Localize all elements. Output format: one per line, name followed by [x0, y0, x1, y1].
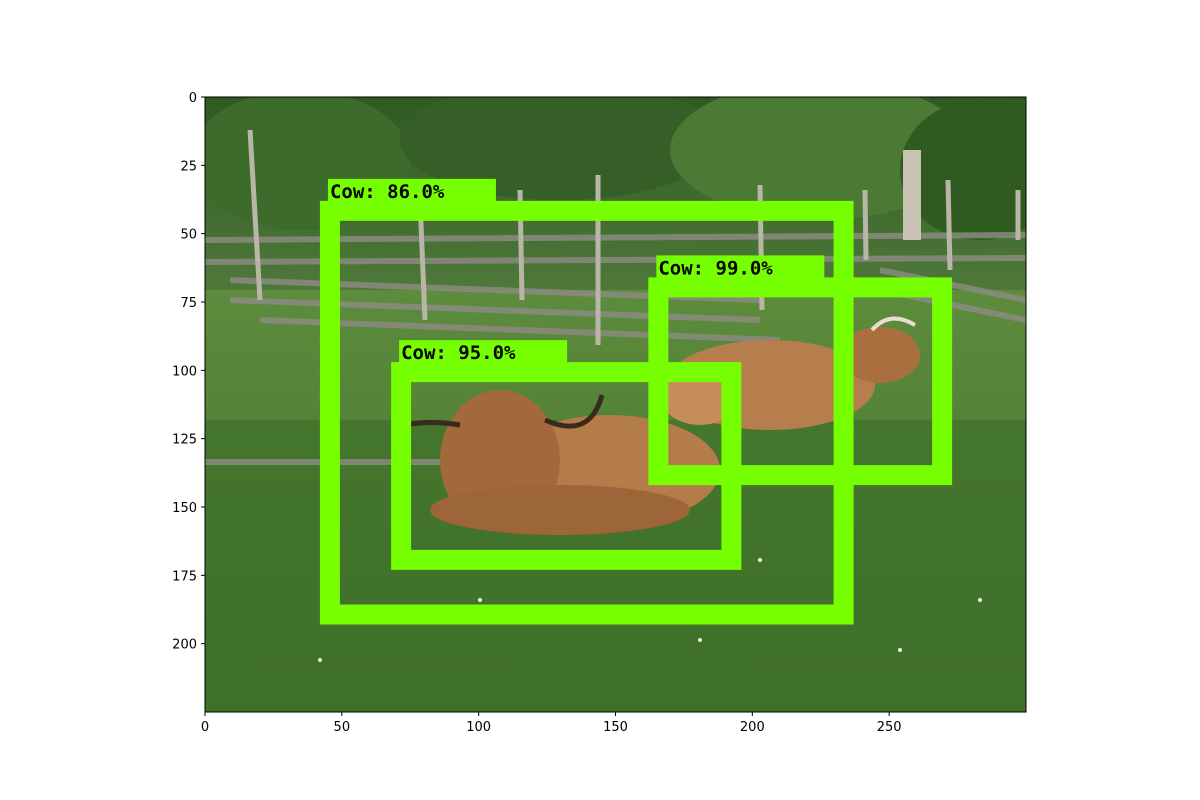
- x-tick-label: 250: [877, 720, 902, 735]
- y-tick-label: 100: [172, 364, 197, 379]
- x-tick-label: 150: [603, 720, 628, 735]
- detection-label: Cow: 86.0%: [330, 181, 445, 203]
- y-tick-label: 175: [172, 569, 197, 584]
- detection-label-bg: [656, 255, 825, 282]
- y-tick-label: 200: [172, 638, 197, 653]
- detection-label-bg: [399, 340, 568, 367]
- y-tick-label: 150: [172, 501, 197, 516]
- y-tick-label: 125: [172, 433, 197, 448]
- y-tick-label: 50: [180, 228, 197, 243]
- detection-label: Cow: 99.0%: [658, 257, 773, 279]
- x-tick-label: 50: [334, 720, 351, 735]
- y-axis-ticks: 0 25 50 75 100 125 150 175 200: [172, 91, 205, 653]
- detection-box: Cow: 95.0%: [391, 340, 742, 570]
- y-tick-label: 75: [180, 296, 197, 311]
- detection-rect: [319, 200, 854, 625]
- y-tick-label: 0: [189, 91, 197, 106]
- x-tick-label: 0: [201, 720, 209, 735]
- x-axis-ticks: 0 50 100 150 200 250: [201, 712, 902, 735]
- detection-label: Cow: 95.0%: [401, 342, 516, 364]
- x-tick-label: 200: [740, 720, 765, 735]
- x-tick-label: 100: [466, 720, 491, 735]
- detection-rect: [391, 362, 742, 570]
- photo: [205, 97, 1026, 712]
- detection-box: Cow: 86.0%: [319, 178, 854, 625]
- detections-layer: Cow: 86.0% Cow: 99.0% Cow: 95.0%: [319, 178, 953, 625]
- y-tick-label: 25: [180, 159, 197, 174]
- detection-label-bg: [327, 178, 496, 205]
